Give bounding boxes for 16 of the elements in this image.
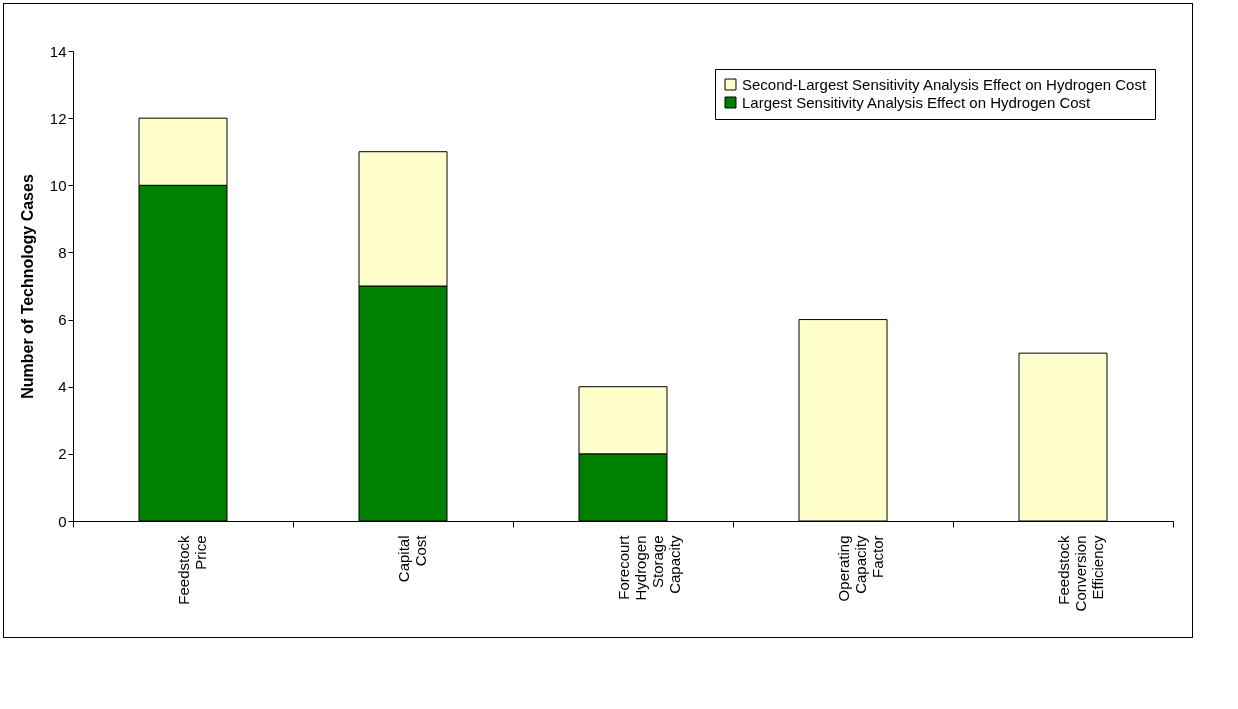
y-tick-label: 2 — [58, 445, 67, 463]
y-tick-label: 8 — [58, 243, 67, 261]
y-tick-label: 12 — [49, 109, 67, 127]
y-tick-label: 14 — [49, 42, 67, 60]
x-tick-label: Operating Capacity Factor — [834, 535, 886, 602]
x-tick-label: Feedstock Conversion Efficiency — [1054, 535, 1106, 612]
y-tick-label: 6 — [58, 311, 67, 329]
legend-label: Largest Sensitivity Analysis Effect on Hydrogen Cost — [742, 93, 1092, 111]
y-tick-label: 4 — [58, 378, 67, 396]
y-axis-title: Number of Technology Cases — [18, 174, 36, 399]
legend-label: Second-Largest Sensitivity Analysis Effect on Hydrogen Cost — [742, 75, 1147, 93]
y-tick-label: 0 — [58, 512, 67, 530]
x-tick-label: Forecourt Hydrogen Storage Capacity — [614, 534, 683, 601]
x-tick-label: Feedstock Price — [174, 535, 209, 605]
x-tick-label: Capital Cost — [394, 534, 429, 583]
y-tick-label: 10 — [49, 176, 67, 194]
